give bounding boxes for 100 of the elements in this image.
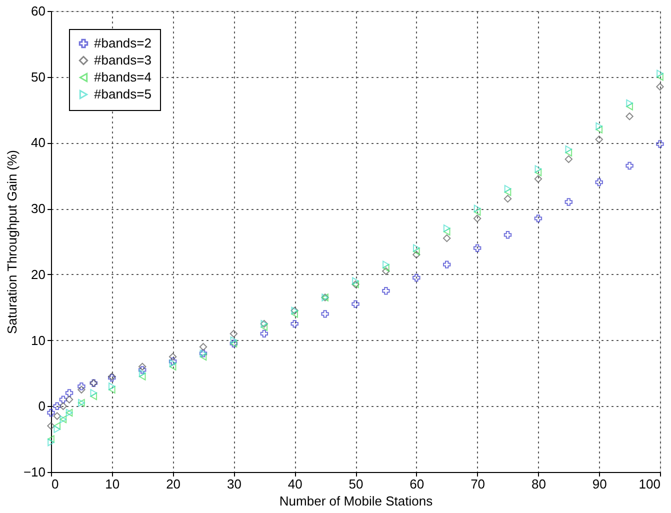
x-tick-label: 40 (288, 476, 302, 492)
point (78, 382, 86, 390)
point (260, 323, 268, 331)
point (78, 386, 86, 394)
y-tick-label: 30 (31, 201, 46, 216)
point (138, 369, 146, 378)
point (352, 277, 359, 285)
point (442, 234, 451, 242)
y-axis-title: Saturation Throughput Gain (%) (4, 150, 20, 334)
point (442, 260, 451, 268)
point (382, 260, 390, 268)
legend-label: #bands=5 (94, 86, 152, 102)
point (47, 422, 55, 430)
point (595, 178, 603, 186)
point (169, 362, 176, 370)
point (504, 231, 512, 239)
point (656, 73, 664, 81)
point (382, 267, 390, 275)
point (260, 330, 268, 338)
y-tick-label: 40 (31, 135, 46, 150)
point (565, 148, 572, 156)
point (656, 82, 664, 91)
point (54, 422, 60, 430)
point (138, 362, 146, 370)
point (534, 168, 542, 176)
x-tick-label: 60 (410, 476, 424, 492)
point (59, 396, 68, 404)
point (656, 70, 664, 78)
point (108, 386, 116, 394)
legend-label: #bands=2 (94, 36, 152, 50)
point (53, 412, 61, 420)
point (564, 155, 573, 164)
x-tick-label: 70 (470, 476, 486, 492)
point (199, 343, 208, 351)
point (626, 99, 633, 108)
point (200, 352, 207, 361)
point (473, 214, 482, 222)
point (291, 310, 298, 318)
point (290, 320, 298, 328)
point (443, 224, 450, 232)
point (504, 184, 512, 193)
point (412, 250, 420, 259)
point (564, 198, 573, 206)
point (65, 396, 74, 404)
y-tick-label: 0 (38, 398, 46, 414)
point (474, 204, 481, 212)
point (138, 372, 146, 380)
point (473, 244, 482, 252)
y-tick-label: 10 (31, 332, 46, 348)
point (382, 287, 390, 295)
point (48, 435, 54, 443)
point (626, 112, 634, 120)
x-tick-label: 10 (105, 476, 120, 492)
legend-label: #bands=3 (94, 52, 152, 68)
point (352, 300, 360, 308)
point (412, 248, 420, 256)
y-tick-label: 50 (31, 69, 46, 84)
point (168, 358, 177, 366)
point (656, 140, 664, 148)
point (53, 402, 61, 410)
x-axis-title: Number of Mobile Stations (279, 494, 434, 508)
point (596, 122, 603, 130)
point (443, 228, 450, 236)
point (412, 244, 420, 252)
x-tick-label: 80 (531, 476, 546, 492)
point (595, 136, 603, 144)
x-tick-label: 100 (638, 476, 660, 492)
y-tick-label: 60 (31, 4, 46, 18)
point (47, 408, 55, 417)
point (168, 352, 177, 361)
point (54, 425, 60, 434)
point (230, 330, 238, 338)
point (108, 382, 116, 390)
point (504, 188, 512, 196)
y-tick-label: 20 (31, 266, 46, 282)
x-tick-label: 20 (166, 476, 181, 492)
x-tick-label: 0 (52, 476, 59, 492)
y-tick-label: −10 (23, 464, 46, 480)
point (504, 194, 512, 203)
legend-label: #bands=4 (94, 70, 152, 84)
point (48, 438, 54, 446)
point (474, 208, 481, 216)
point (534, 175, 542, 183)
point (626, 162, 634, 170)
x-tick-label: 30 (226, 476, 242, 492)
point (59, 402, 68, 410)
point (565, 145, 572, 154)
point (90, 389, 98, 397)
point (382, 264, 390, 272)
point (534, 214, 542, 222)
point (65, 389, 74, 397)
x-tick-label: 50 (348, 476, 364, 492)
point (534, 165, 542, 173)
point (90, 392, 98, 400)
point (138, 366, 146, 374)
point (412, 274, 420, 282)
point (230, 336, 238, 344)
point (596, 126, 603, 134)
x-tick-label: 90 (592, 476, 607, 492)
point (321, 310, 329, 318)
